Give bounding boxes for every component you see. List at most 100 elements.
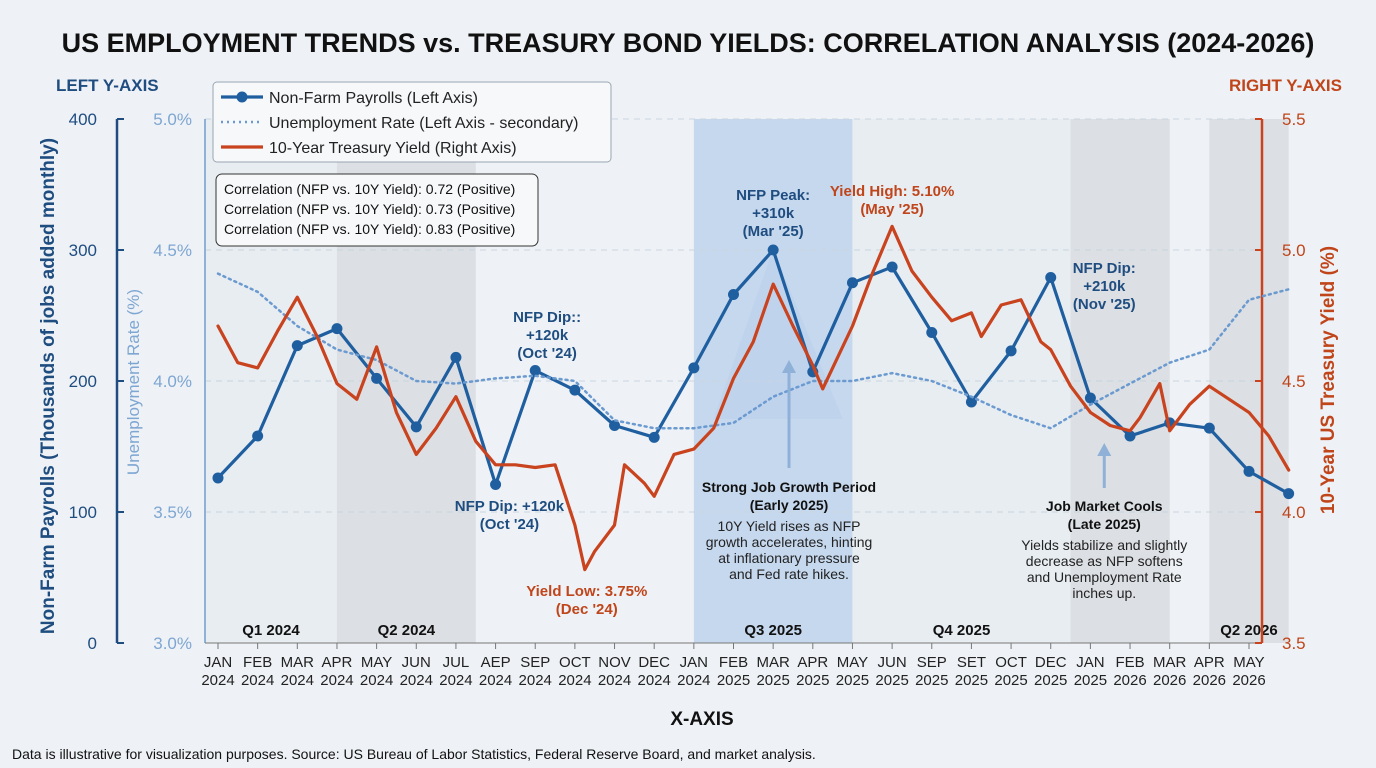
annotation-text: growth accelerates, hinting <box>706 534 873 550</box>
annotation-text: (Oct '24) <box>517 345 576 362</box>
series-point <box>609 420 621 432</box>
annotation-text: (Late 2025) <box>1068 516 1141 532</box>
shaded-period-label: Q3 2025 <box>744 622 802 639</box>
right-axis-corner-label: RIGHT Y-AXIS <box>1229 76 1342 95</box>
left-axis-corner-label: LEFT Y-AXIS <box>56 76 159 95</box>
x-tick-label-month: APR <box>797 654 828 671</box>
annotation-text: at inflationary pressure <box>718 550 860 566</box>
x-tick-label-year: 2024 <box>241 672 274 689</box>
annotation-text: NFP Dip:: <box>513 309 581 326</box>
x-tick-label-year: 2024 <box>519 672 552 689</box>
annotation-text: Yields stabilize and slightly <box>1021 537 1187 553</box>
series-point <box>1045 272 1057 284</box>
annotation-text: Yield Low: 3.75% <box>526 583 647 600</box>
series-point <box>1124 430 1136 442</box>
series-point <box>846 277 858 289</box>
correlation-line: Correlation (NFP vs. 10Y Yield): 0.72 (P… <box>224 181 515 197</box>
series-point <box>728 289 739 301</box>
x-tick-label-year: 2024 <box>558 672 591 689</box>
left-secondary-tick-label: 3.5% <box>153 503 192 522</box>
left-secondary-tick-label: 4.5% <box>153 241 192 260</box>
x-tick-label-month: SEP <box>917 654 947 671</box>
arrow-growth-head <box>782 360 797 373</box>
x-tick-label-year: 2026 <box>1193 672 1226 689</box>
left-tick-label: 200 <box>69 372 97 391</box>
shaded-period-label: Q4 2025 <box>933 622 991 639</box>
x-tick-label-month: OCT <box>995 654 1027 671</box>
shaded-period-label: Q2 2026 <box>1220 622 1278 639</box>
right-tick-label: 3.5 <box>1282 634 1306 653</box>
x-axis-title: X-AXIS <box>670 709 733 730</box>
annotation-text: decrease as NFP softens <box>1026 553 1183 569</box>
series-point <box>212 472 224 484</box>
x-tick-label-month: SET <box>957 654 986 671</box>
annotation-text: inches up. <box>1072 585 1136 601</box>
series-point <box>1005 345 1017 357</box>
correlation-box <box>215 173 539 247</box>
left-tick-label: 100 <box>69 503 97 522</box>
legend: Non-Farm Payrolls (Left Axis) Unemploymen… <box>212 81 612 163</box>
x-tick-label-year: 2024 <box>320 672 353 689</box>
x-tick-label-month: MAR <box>756 654 790 671</box>
left-secondary-tick-label: 4.0% <box>153 372 192 391</box>
x-tick-label-year: 2026 <box>1153 672 1186 689</box>
left-tick-label: 300 <box>69 241 97 260</box>
legend-marker <box>236 91 248 103</box>
left-secondary-tick-label: 3.0% <box>153 634 192 653</box>
series-point <box>291 340 303 352</box>
annotation-text: (Early 2025) <box>750 497 829 513</box>
series-point <box>371 372 383 384</box>
x-tick-label-year: 2025 <box>994 672 1027 689</box>
right-tick-label: 4.0 <box>1282 503 1306 522</box>
legend-entry: 10-Year Treasury Yield (Right Axis) <box>269 140 517 157</box>
legend-box <box>212 81 612 163</box>
series-point <box>1243 465 1255 477</box>
x-tick-label-month: AEP <box>481 654 511 671</box>
arrow-cools-head <box>1097 443 1112 456</box>
shaded-period-label: Q2 2024 <box>378 622 436 639</box>
series-point <box>688 362 700 374</box>
annotation-text: (May '25) <box>860 201 924 218</box>
x-tick-label-year: 2024 <box>201 672 234 689</box>
left-axis-title: Non-Farm Payrolls (Thousands of jobs add… <box>38 138 59 634</box>
x-tick-label-year: 2025 <box>1034 672 1067 689</box>
x-tick-label-year: 2025 <box>955 672 988 689</box>
x-tick-label-year: 2025 <box>836 672 869 689</box>
series-line-2 <box>216 224 1291 572</box>
x-tick-label-month: JUN <box>878 654 907 671</box>
x-tick-label-year: 2025 <box>717 672 750 689</box>
left-secondary-axis-title: Unemployment Rate (%) <box>124 289 143 475</box>
x-tick-label-year: 2025 <box>875 672 908 689</box>
annotation-text: NFP Dip: +120k <box>455 498 565 515</box>
annotation-text: and Fed rate hikes. <box>729 566 849 582</box>
series-lines <box>212 224 1295 572</box>
x-tick-label-month: JAN <box>680 654 708 671</box>
series-point <box>926 327 938 339</box>
x-tick-label-month: MAR <box>1153 654 1187 671</box>
right-axis-title: 10-Year US Treasury Yield (%) <box>1318 246 1339 514</box>
x-tick-label-year: 2025 <box>756 672 789 689</box>
x-tick-label-year: 2026 <box>1113 672 1146 689</box>
annotation-text: (Oct '24) <box>480 516 539 533</box>
x-tick-label-month: OCT <box>559 654 591 671</box>
x-tick-label-month: APR <box>322 654 353 671</box>
x-tick-label-month: FEB <box>243 654 272 671</box>
annotation-text: 10Y Yield rises as NFP <box>718 518 861 534</box>
x-tick-label-year: 2024 <box>638 672 671 689</box>
annotation-text: NFP Peak: <box>736 187 810 204</box>
axes: 0 100 200 300 400 3.0% 3.5% 4.0% 4.5% 5.0% 3.5 4.0 4… <box>69 110 1306 689</box>
annotation-text: Yield High: 5.10% <box>830 183 954 200</box>
left-secondary-tick-label: 5.0% <box>153 110 192 129</box>
annotation-text: Strong Job Growth Period <box>702 479 876 495</box>
x-tick-label-year: 2024 <box>281 672 314 689</box>
annotation-text: (Nov '25) <box>1073 296 1136 313</box>
series-point <box>490 478 502 490</box>
right-tick-label: 4.5 <box>1282 372 1306 391</box>
annotation-text: +120k <box>526 327 569 344</box>
x-tick-label-month: FEB <box>1115 654 1144 671</box>
x-tick-label-month: APR <box>1194 654 1225 671</box>
x-tick-label-year: 2024 <box>360 672 393 689</box>
correlation-line: Correlation (NFP vs. 10Y Yield): 0.73 (P… <box>224 201 515 217</box>
annotations: Correlation (NFP vs. 10Y Yield): 0.72 (P… <box>215 173 1187 618</box>
